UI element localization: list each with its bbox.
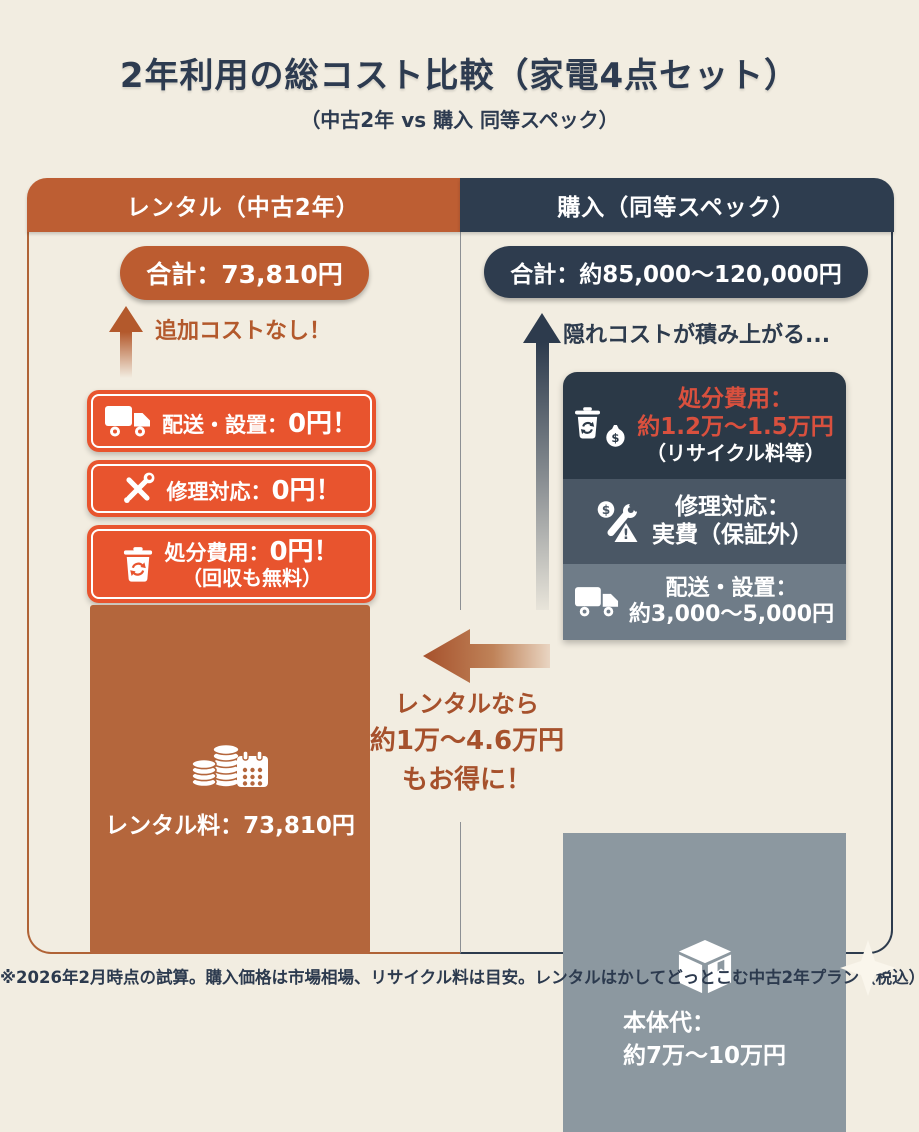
truck-icon <box>104 405 151 438</box>
purchase-header: 購入（同等スペック） <box>459 177 894 232</box>
rental-item-disposal: 処分費用： 0円！ （回収も無料） <box>87 525 376 603</box>
savings-line2: 約1万〜4.6万円 <box>369 726 565 756</box>
purchase-item-delivery: 配送・設置： 約3,000〜5,000円 <box>563 564 846 640</box>
item-sub-label: （リサイクル料等） <box>646 441 825 466</box>
item-label: 処分費用： <box>164 540 270 565</box>
trash-recycle-icon <box>123 546 153 582</box>
up-arrow-icon <box>109 306 143 378</box>
item-value: 約1.2万〜1.5万円 <box>637 413 834 440</box>
rental-cost-bar: レンタル料：73,810円 <box>90 605 370 954</box>
purchase-panel: 購入（同等スペック） 合計：約85,000〜120,000円 隠れコストが積み上… <box>459 177 894 1132</box>
purchase-item-text: 修理対応： 実費（保証外） <box>652 494 813 549</box>
rental-items: 配送・設置： 0円！ 修理対応： 0円！ <box>87 390 376 603</box>
up-arrow-icon <box>523 313 561 638</box>
sparkle-icon <box>840 940 896 996</box>
item-value: 約3,000〜5,000円 <box>628 602 835 627</box>
savings-line3: もお得に！ <box>401 765 532 795</box>
item-value: 0円！ <box>269 536 340 567</box>
svg-text:$: $ <box>602 503 610 517</box>
svg-text:$: $ <box>612 430 620 444</box>
item-label: 配送・設置： <box>665 575 798 601</box>
purchase-item-repair: $ ! 修理対応： 実費（保証外） <box>563 479 846 564</box>
footnote: ※2026年2月時点の試算。購入価格は市場相場、リサイクル料は目安。レンタルはか… <box>0 968 919 987</box>
item-label: 配送・設置： <box>161 412 288 437</box>
rental-total-badge: 合計：73,810円 <box>120 245 369 300</box>
left-arrow-icon <box>423 629 550 683</box>
purchase-bar-label: 本体代： 約7万〜10万円 <box>623 1007 786 1071</box>
purchase-item-text: 配送・設置： 約3,000〜5,000円 <box>629 576 834 629</box>
item-sub-label: （回収も無料） <box>182 566 322 591</box>
purchase-item-text: 処分費用： 約1.2万〜1.5万円 （リサイクル料等） <box>637 386 834 465</box>
arrow-shaft <box>535 343 549 638</box>
item-value: 0円！ <box>287 408 359 439</box>
item-label: 修理対応： <box>166 480 272 504</box>
rental-header: レンタル（中古2年） <box>26 177 460 232</box>
rental-note-row: 追加コストなし！ <box>109 306 331 378</box>
purchase-arrow-note: 隠れコストが積み上がる... <box>563 323 831 348</box>
purchase-total-badge: 合計：約85,000〜120,000円 <box>484 245 868 298</box>
rental-item-text: 処分費用： 0円！ （回収も無料） <box>164 536 340 591</box>
arrow-head <box>523 313 561 343</box>
rental-panel: レンタル（中古2年） 合計：73,810円 追加コストなし！ 配送・設置： 0円！ <box>26 177 460 954</box>
coins-calendar-icon <box>190 730 270 792</box>
arrow-head <box>109 306 143 332</box>
savings-line1: レンタルなら <box>395 690 539 718</box>
rental-arrow-note: 追加コストなし！ <box>155 319 332 344</box>
rental-bar-label: レンタル料：73,810円 <box>105 812 355 839</box>
rental-item-delivery: 配送・設置： 0円！ <box>87 390 376 452</box>
svg-text:!: ! <box>623 527 629 543</box>
item-label: 処分費用： <box>678 385 793 412</box>
purchase-items: $ 処分費用： 約1.2万〜1.5万円 （リサイクル料等） $ ! <box>563 372 846 640</box>
package-box-icon <box>673 939 737 995</box>
bar-label-line2: 約7万〜10万円 <box>622 1042 786 1069</box>
trash-money-icon: $ <box>575 404 627 448</box>
repair-cost-icon: $ ! <box>596 499 642 545</box>
item-value: 0円！ <box>271 476 342 506</box>
item-value: 実費（保証外） <box>652 521 813 548</box>
bar-label-line1: 本体代： <box>622 1010 715 1037</box>
savings-note: レンタルなら 約1万〜4.6万円 もお得に！ <box>368 686 566 800</box>
truck-icon <box>574 586 619 618</box>
rental-item-text: 配送・設置： 0円！ <box>162 403 358 440</box>
arrow-shaft <box>120 332 132 378</box>
page-title: 2年利用の総コスト比較（家電4点セット） <box>119 56 800 96</box>
item-label: 修理対応： <box>675 493 790 520</box>
purchase-item-disposal: $ 処分費用： 約1.2万〜1.5万円 （リサイクル料等） <box>563 372 846 479</box>
tools-icon <box>121 472 155 506</box>
rental-item-repair: 修理対応： 0円！ <box>87 460 376 517</box>
rental-item-text: 修理対応： 0円！ <box>166 470 341 507</box>
page-subtitle: （中古2年 vs 購入 同等スペック） <box>300 108 619 132</box>
